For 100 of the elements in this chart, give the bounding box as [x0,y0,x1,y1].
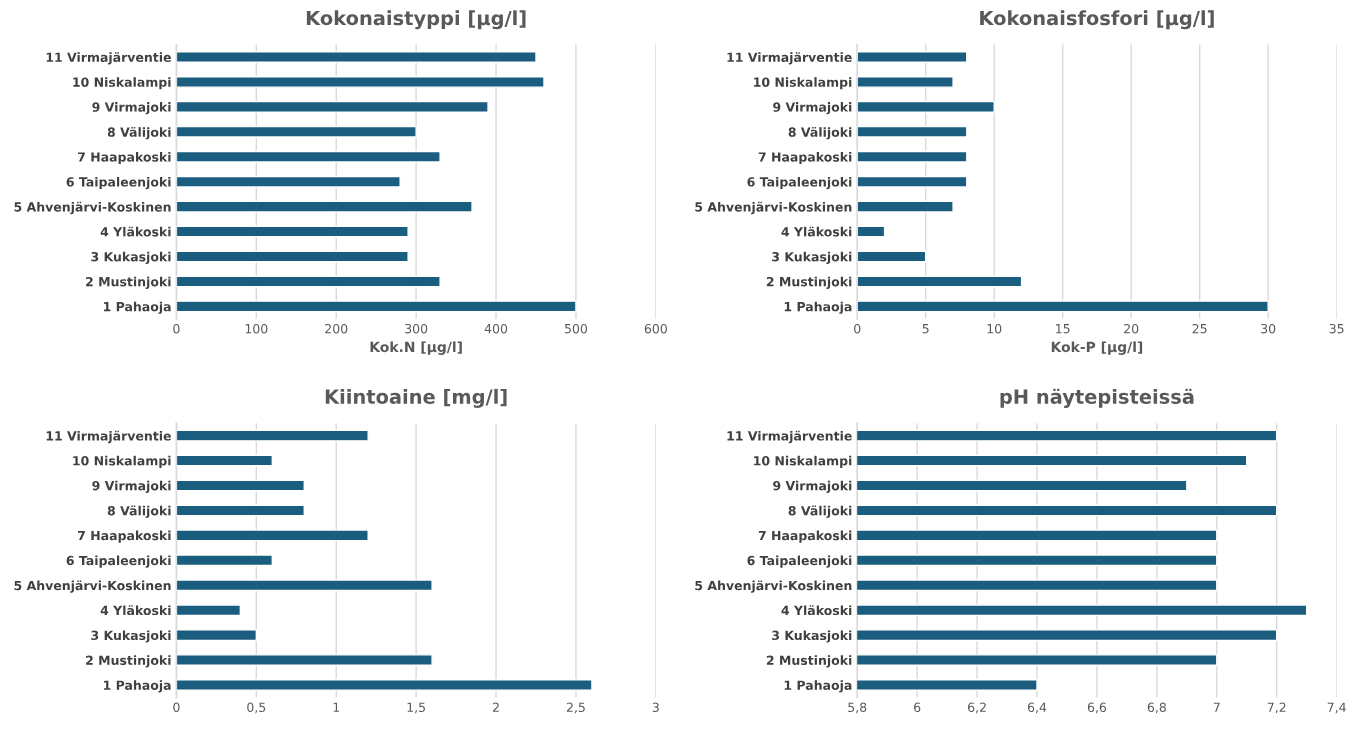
bar [857,250,927,263]
y-tick-label: 5 Ahvenjärvi-Koskinen [14,580,171,593]
y-tick-label: 10 Niskalampi [754,455,852,468]
y-tick-label: 2 Mustinjoki [86,655,171,668]
y-tick-label: 10 Niskalampi [73,455,171,468]
x-tick-label: 5,8 [848,702,867,714]
y-tick-label: 8 Välijoki [107,505,171,518]
bar [176,479,305,492]
chart-title: pH näytepisteissä [1000,388,1194,408]
bar [176,554,273,567]
y-tick-label: 7 Haapakoski [78,530,171,543]
x-tick-label: 10 [987,323,1002,334]
y-tick-label: 8 Välijoki [107,126,171,140]
bar [176,225,409,238]
x-tick-label: 7,4 [1327,702,1346,714]
y-tick-label: 5 Ahvenjärvi-Koskinen [695,201,852,215]
y-tick-label: 5 Ahvenjärvi-Koskinen [14,201,171,215]
y-tick-label: 4 Yläkoski [781,605,852,616]
y-tick-label: 2 Mustinjoki [766,655,852,668]
x-tick-label: 300 [405,323,428,334]
chart-title: Kiintoaine [mg/l] [325,388,507,408]
y-tick-label: 1 Pahaoja [104,680,171,693]
y-tick-label: 6 Taipaleenjoki [747,176,852,190]
x-tick-label: 1 [333,702,340,712]
bar [857,225,886,238]
y-tick-label: 7 Haapakoski [758,152,852,165]
y-tick-label: 3 Kukasjoki [91,630,171,643]
bar [857,200,954,213]
x-tick-label: 15 [1056,324,1070,334]
x-tick-label: 6,8 [1147,702,1166,714]
x-axis-title: Kok.N [µg/l] [370,341,462,355]
y-tick-label: 4 Yläkoski [781,226,852,237]
y-tick-label: 11 Virmajärventie [46,430,171,444]
bar [176,51,537,63]
bar [176,454,273,467]
x-tick-label: 6,4 [1027,702,1047,714]
bar [176,504,305,517]
y-tick-label: 11 Virmajärventie [46,52,171,65]
x-tick-label: 3 [652,702,659,713]
x-tick-label: 7 [1213,702,1220,712]
bar [857,100,995,113]
x-tick-label: 1,5 [407,702,425,714]
x-tick-label: 5 [922,324,929,334]
y-tick-label: 8 Välijoki [788,126,852,140]
chart-title: Kokonaisfosfori [µg/l] [980,10,1214,30]
y-tick-label: 1 Pahaoja [784,301,852,314]
bar [857,150,968,163]
x-tick-label: 600 [644,323,667,334]
x-tick-label: 200 [325,323,348,334]
y-tick-label: 10 Niskalampi [73,77,171,90]
x-tick-label: 6,2 [968,702,986,714]
y-tick-label: 9 Virmajoki [92,102,171,115]
bar [176,629,258,642]
chart-title: Kokonaistyppi [µg/l] [306,10,526,30]
x-tick-label: 400 [484,323,508,334]
bar [176,200,473,213]
y-tick-label: 10 Niskalampi [754,77,852,90]
y-tick-label: 5 Ahvenjärvi-Koskinen [695,580,852,593]
y-tick-label: 11 Virmajärventie [727,430,852,444]
y-tick-label: 9 Virmajoki [773,102,852,115]
y-tick-label: 1 Pahaoja [104,301,171,314]
bar [176,529,369,542]
x-tick-label: 0,5 [247,702,266,714]
bar [176,679,593,691]
bar [176,100,489,113]
x-tick-label: 6,6 [1087,702,1107,714]
bar [857,125,968,138]
bar [176,250,409,263]
x-tick-label: 0 [173,702,180,713]
y-tick-label: 7 Haapakoski [78,152,171,165]
y-tick-label: 11 Virmajärventie [727,52,852,65]
y-tick-label: 4 Yläkoski [100,605,171,616]
x-tick-label: 30 [1261,323,1276,334]
y-tick-label: 6 Taipaleenjoki [66,176,171,190]
bar [857,175,968,188]
y-tick-label: 9 Virmajoki [92,480,171,493]
bar [176,175,401,188]
x-axis-title: Kok-P [µg/l] [1051,341,1143,355]
bar [176,579,433,592]
x-tick-label: 0 [854,323,861,334]
y-tick-label: 3 Kukasjoki [772,251,852,264]
bar [176,125,417,138]
y-tick-label: 4 Yläkoski [100,226,171,237]
y-tick-label: 6 Taipaleenjoki [66,555,171,568]
y-tick-label: 3 Kukasjoki [772,630,852,643]
y-tick-label: 1 Pahaoja [784,680,852,693]
y-tick-label: 9 Virmajoki [773,480,852,493]
y-tick-label: 8 Välijoki [788,505,852,518]
x-tick-label: 35 [1329,323,1344,334]
bar [857,51,968,63]
y-tick-label: 7 Haapakoski [758,530,852,543]
x-tick-label: 2 [492,702,499,712]
y-tick-label: 3 Kukasjoki [91,251,171,264]
bar [176,654,433,667]
x-tick-label: 6 [914,702,921,713]
y-tick-label: 2 Mustinjoki [766,276,852,289]
bar [176,429,369,442]
y-tick-label: 6 Taipaleenjoki [747,555,852,568]
x-tick-label: 20 [1124,323,1139,334]
x-tick-label: 7,2 [1267,702,1286,714]
